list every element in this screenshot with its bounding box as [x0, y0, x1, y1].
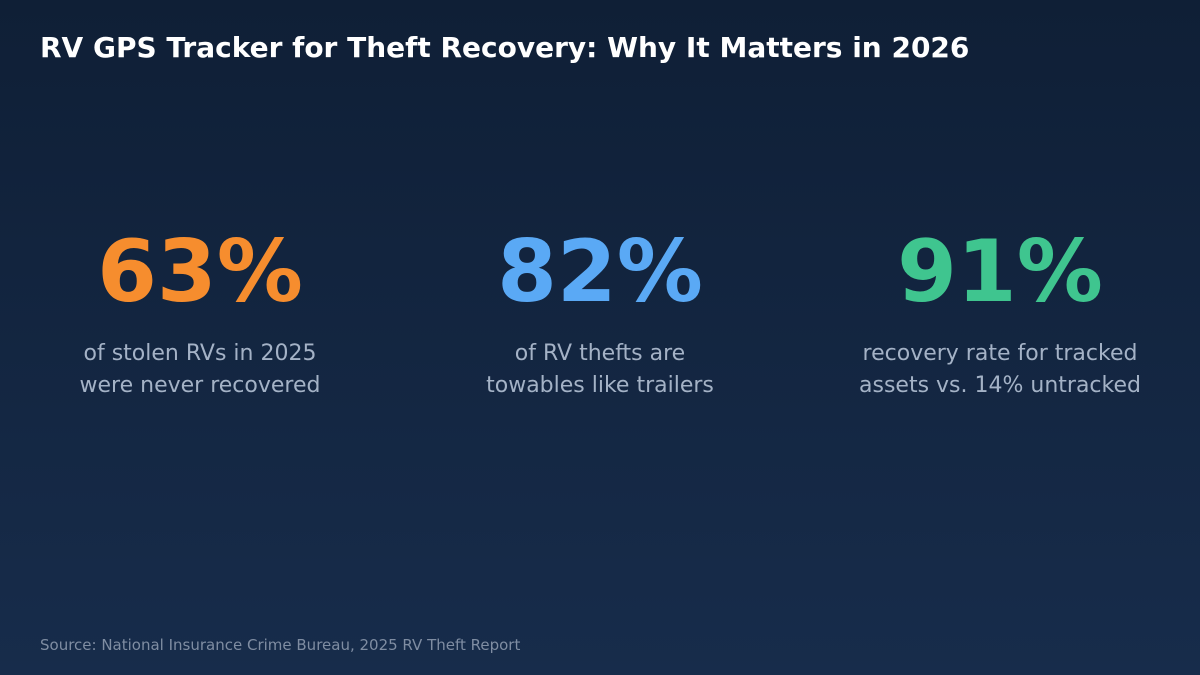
stat-caption-line: were never recovered — [79, 373, 321, 398]
stat-caption: recovery rate for tracked assets vs. 14%… — [800, 338, 1200, 402]
stat-caption-line: assets vs. 14% untracked — [859, 373, 1141, 398]
stat-caption-line: of stolen RVs in 2025 — [83, 341, 317, 366]
stat-unrecovered: 63% of stolen RVs in 2025 were never rec… — [0, 222, 400, 402]
stat-towables: 82% of RV thefts are towables like trail… — [400, 222, 800, 402]
stat-caption-line: of RV thefts are — [514, 341, 686, 366]
stat-caption: of stolen RVs in 2025 were never recover… — [0, 338, 400, 402]
stat-value: 82% — [497, 222, 703, 322]
stat-value: 63% — [97, 222, 303, 322]
stat-value: 91% — [897, 222, 1103, 322]
source-note: Source: National Insurance Crime Bureau,… — [40, 636, 521, 654]
stat-caption-line: towables like trailers — [486, 373, 714, 398]
page-title: RV GPS Tracker for Theft Recovery: Why I… — [40, 31, 970, 64]
stat-caption-line: recovery rate for tracked — [862, 341, 1138, 366]
stat-caption: of RV thefts are towables like trailers — [400, 338, 800, 402]
stats-row: 63% of stolen RVs in 2025 were never rec… — [0, 222, 1200, 402]
stat-recovery-rate: 91% recovery rate for tracked assets vs.… — [800, 222, 1200, 402]
